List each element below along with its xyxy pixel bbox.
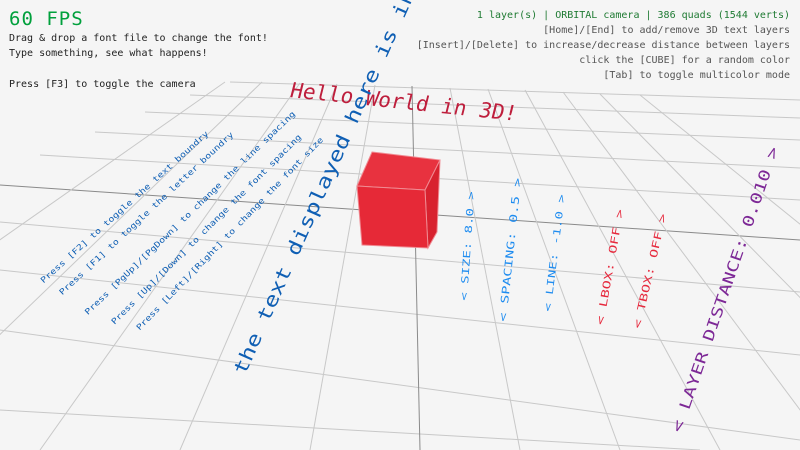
grid-line <box>487 88 621 450</box>
cube[interactable] <box>356 151 441 250</box>
grid-line <box>599 93 800 299</box>
grid-line <box>0 221 800 293</box>
help-type: Type something, see what happens! <box>9 48 208 59</box>
fps-counter: 60 FPS <box>9 8 84 30</box>
grid-line <box>0 81 263 336</box>
grid-line <box>639 94 800 225</box>
grid-line <box>309 84 376 450</box>
help-drag-drop: Drag & drop a font file to change the fo… <box>9 33 268 44</box>
grid-line <box>524 89 721 450</box>
grid-line <box>189 94 800 119</box>
control-multicolor: [Tab] to toggle multicolor mode <box>603 70 790 81</box>
grid-line <box>411 85 421 450</box>
grid-line <box>144 111 800 141</box>
grid-line <box>562 91 800 411</box>
help-camera: Press [F3] to toggle the camera <box>9 79 196 90</box>
grid-line <box>0 81 226 241</box>
status-line: 1 layer(s) | ORBITAL camera | 386 quads … <box>476 10 790 21</box>
control-distance: [Insert]/[Delete] to increase/decrease d… <box>416 40 790 51</box>
grid-line <box>39 82 301 450</box>
grid-line <box>229 81 800 101</box>
grid-line <box>179 83 338 450</box>
control-layers: [Home]/[End] to add/remove 3D text layer… <box>543 25 790 36</box>
grid-line <box>0 329 800 441</box>
grid-line <box>0 409 701 450</box>
grid-line <box>449 87 521 450</box>
cube-front-face[interactable] <box>356 185 429 249</box>
grid-line <box>94 131 800 169</box>
control-cube-color: click the [CUBE] for a random color <box>579 55 790 66</box>
grid-line <box>0 269 800 356</box>
